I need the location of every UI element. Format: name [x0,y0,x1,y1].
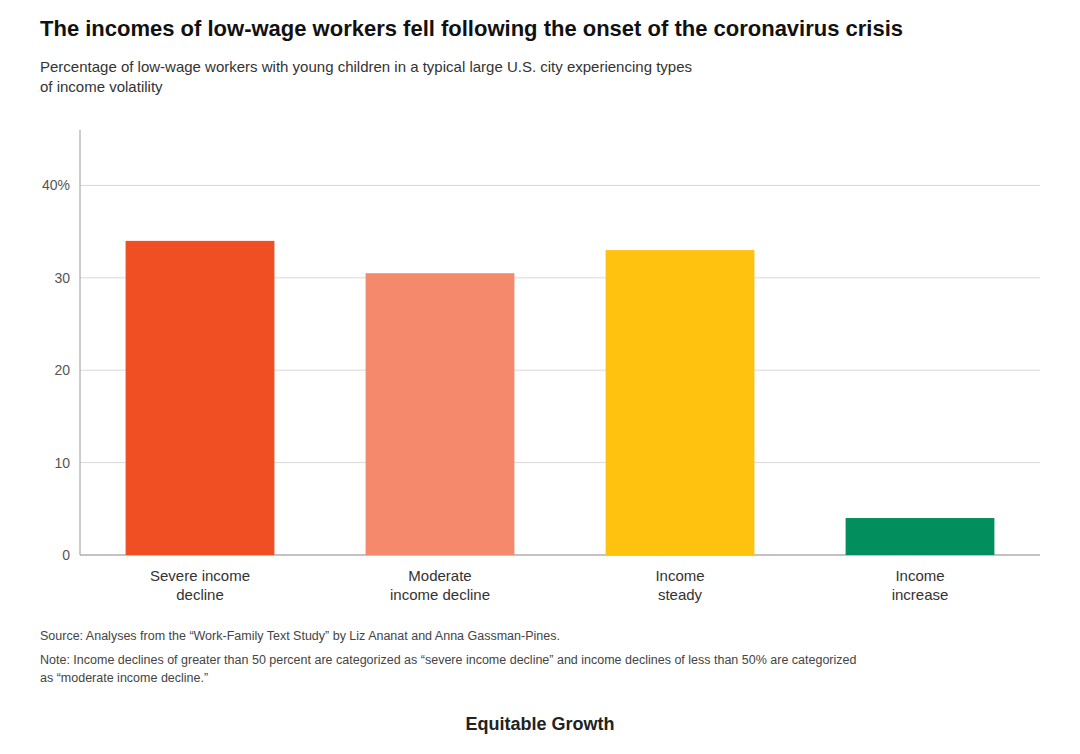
bar [366,273,515,555]
y-tick-label: 0 [62,547,70,563]
x-tick-label: Moderateincome decline [390,567,490,603]
x-tick-label: Severe incomedecline [150,567,250,603]
bars [126,241,995,555]
subtitle: Percentage of low-wage workers with youn… [40,58,692,95]
grid-line [80,185,1040,186]
annotation: Source: Analyses from the “Work-Family T… [40,629,560,643]
bar [606,250,755,555]
chart-container: The incomes of low-wage workers fell fol… [0,0,1080,754]
bar [846,518,995,555]
y-tick-label: 20 [54,362,70,378]
y-tick-label: 40% [42,177,70,193]
grid [80,185,1040,555]
y-axis-line [80,130,81,555]
title: The incomes of low-wage workers fell fol… [40,16,903,41]
x-tick-labels: Severe incomedecline Moderateincome decli… [150,567,948,603]
x-tick-label: Incomeincrease [892,567,949,603]
bar [126,241,275,555]
x-tick-label: Incomesteady [655,567,704,603]
annotation: Note: Income declines of greater than 50… [40,653,856,685]
y-tick-label: 10 [54,455,70,471]
chart-svg: The incomes of low-wage workers fell fol… [0,0,1080,754]
y-tick-labels: 0 10 20 30 40% [42,177,70,563]
brand: Equitable Growth [465,714,614,734]
y-tick-label: 30 [54,270,70,286]
